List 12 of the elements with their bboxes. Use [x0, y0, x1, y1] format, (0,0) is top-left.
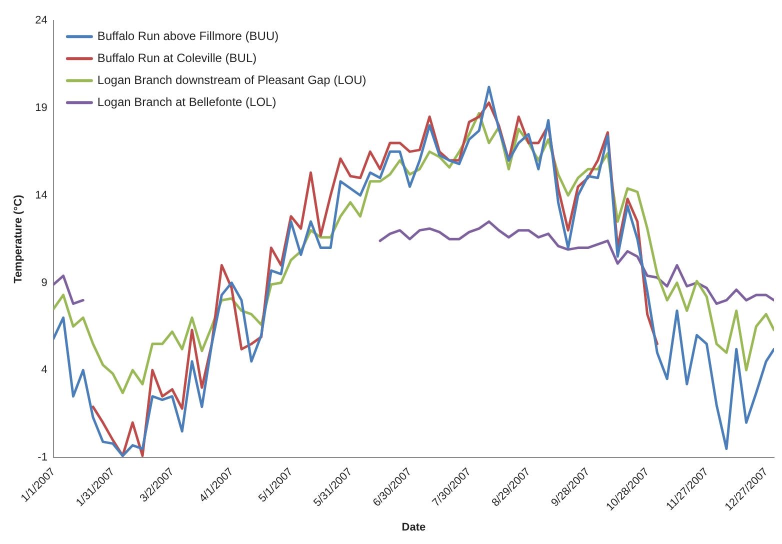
- y-axis-title: Temperature (°C): [12, 194, 25, 284]
- y-tick-label: 19: [35, 102, 48, 114]
- y-tick-label: -1: [38, 452, 48, 464]
- y-tick-label: 14: [35, 189, 48, 202]
- legend-label: Buffalo Run at Coleville (BUL): [97, 50, 257, 65]
- y-tick-label: 24: [35, 14, 48, 27]
- legend-label: Buffalo Run above Fillmore (BUU): [97, 28, 279, 43]
- y-tick-label: 9: [41, 276, 48, 289]
- x-axis-title: Date: [402, 521, 426, 534]
- y-tick-label: 4: [41, 364, 48, 376]
- legend-label: Logan Branch at Bellefonte (LOL): [97, 94, 276, 109]
- legend-label: Logan Branch downstream of Pleasant Gap (LOU): [97, 72, 366, 87]
